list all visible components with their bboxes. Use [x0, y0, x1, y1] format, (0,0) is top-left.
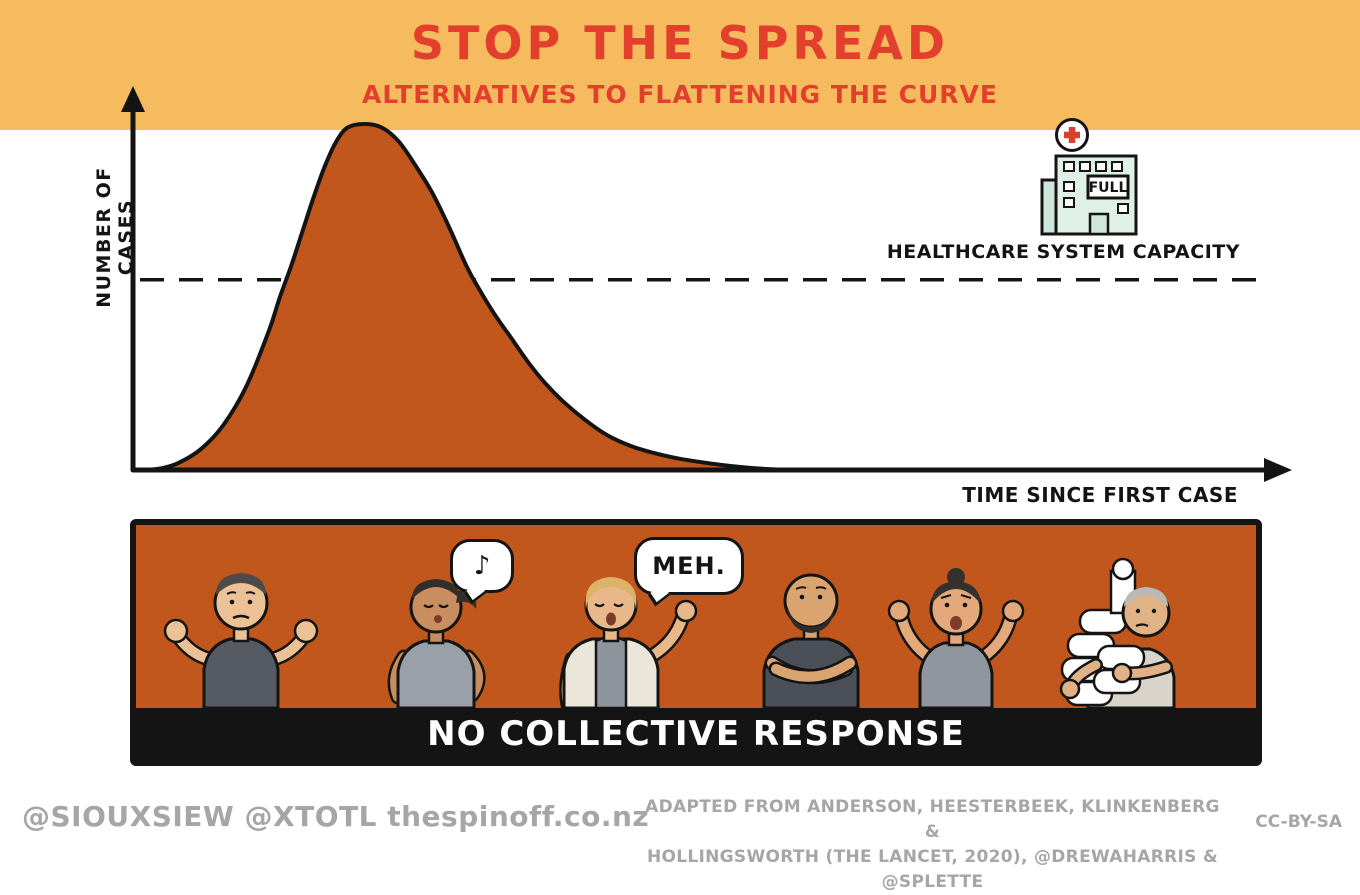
hospital-window: [1079, 161, 1091, 172]
speech-bubble-meh-text: MEH.: [652, 552, 726, 580]
hospital-window: [1063, 197, 1075, 208]
hospital-window: [1063, 161, 1075, 172]
page-title: STOP THE SPREAD: [410, 16, 950, 70]
people-illustration: [163, 557, 1176, 708]
hospital-window: [1063, 181, 1075, 192]
x-axis-arrow: [1264, 458, 1292, 482]
license-label: CC-BY-SA: [1255, 812, 1342, 832]
epidemic-curve: [142, 122, 791, 472]
capacity-label: HEALTHCARE SYSTEM CAPACITY: [886, 241, 1240, 263]
source-credit-line1: ADAPTED FROM ANDERSON, HEESTERBEEK, KLIN…: [645, 797, 1220, 842]
person-crossed-arms-man: [762, 573, 860, 708]
hospital-full-sign-text: FULL: [1089, 180, 1128, 196]
hospital-door: [1088, 212, 1110, 236]
person-shrugging-man: [163, 573, 319, 708]
caption-band: NO COLLECTIVE RESPONSE: [136, 708, 1256, 760]
y-axis-arrow: [121, 86, 145, 112]
music-note-icon: ♪: [473, 551, 491, 581]
hospital-window: [1117, 203, 1129, 214]
person-meh-woman: [559, 577, 698, 708]
hospital-icon: FULL: [1040, 118, 1138, 236]
hospital-window: [1111, 161, 1123, 172]
author-credit: @SIOUXSIEW @XTOTL thespinoff.co.nz: [22, 800, 650, 833]
speech-bubble-meh: MEH.: [634, 537, 744, 595]
speech-bubble-music: ♪: [450, 539, 514, 593]
no-collective-response-panel: ♪ MEH. NO COLLECTIVE RESPONSE: [130, 519, 1262, 766]
person-whistling-woman: [387, 579, 486, 708]
epidemic-chart: [121, 86, 1292, 482]
source-credit-line2: HOLLINGSWORTH (THE LANCET, 2020), @DREWA…: [646, 847, 1219, 892]
page-subtitle: ALTERNATIVES TO FLATTENING THE CURVE: [362, 80, 998, 109]
y-axis-label: NUMBER OF CASES: [93, 166, 137, 308]
hospital-full-sign: [1086, 174, 1130, 200]
hospital-window: [1095, 161, 1107, 172]
top-banner: [0, 0, 1360, 130]
source-credit: ADAPTED FROM ANDERSON, HEESTERBEEK, KLIN…: [640, 795, 1225, 895]
person-toilet-paper-hoarder: [1059, 557, 1176, 708]
person-worried-woman: [887, 568, 1025, 708]
panel-caption: NO COLLECTIVE RESPONSE: [427, 714, 965, 754]
hospital-cross-icon: [1064, 127, 1080, 143]
x-axis-label: TIME SINCE FIRST CASE: [962, 483, 1238, 507]
